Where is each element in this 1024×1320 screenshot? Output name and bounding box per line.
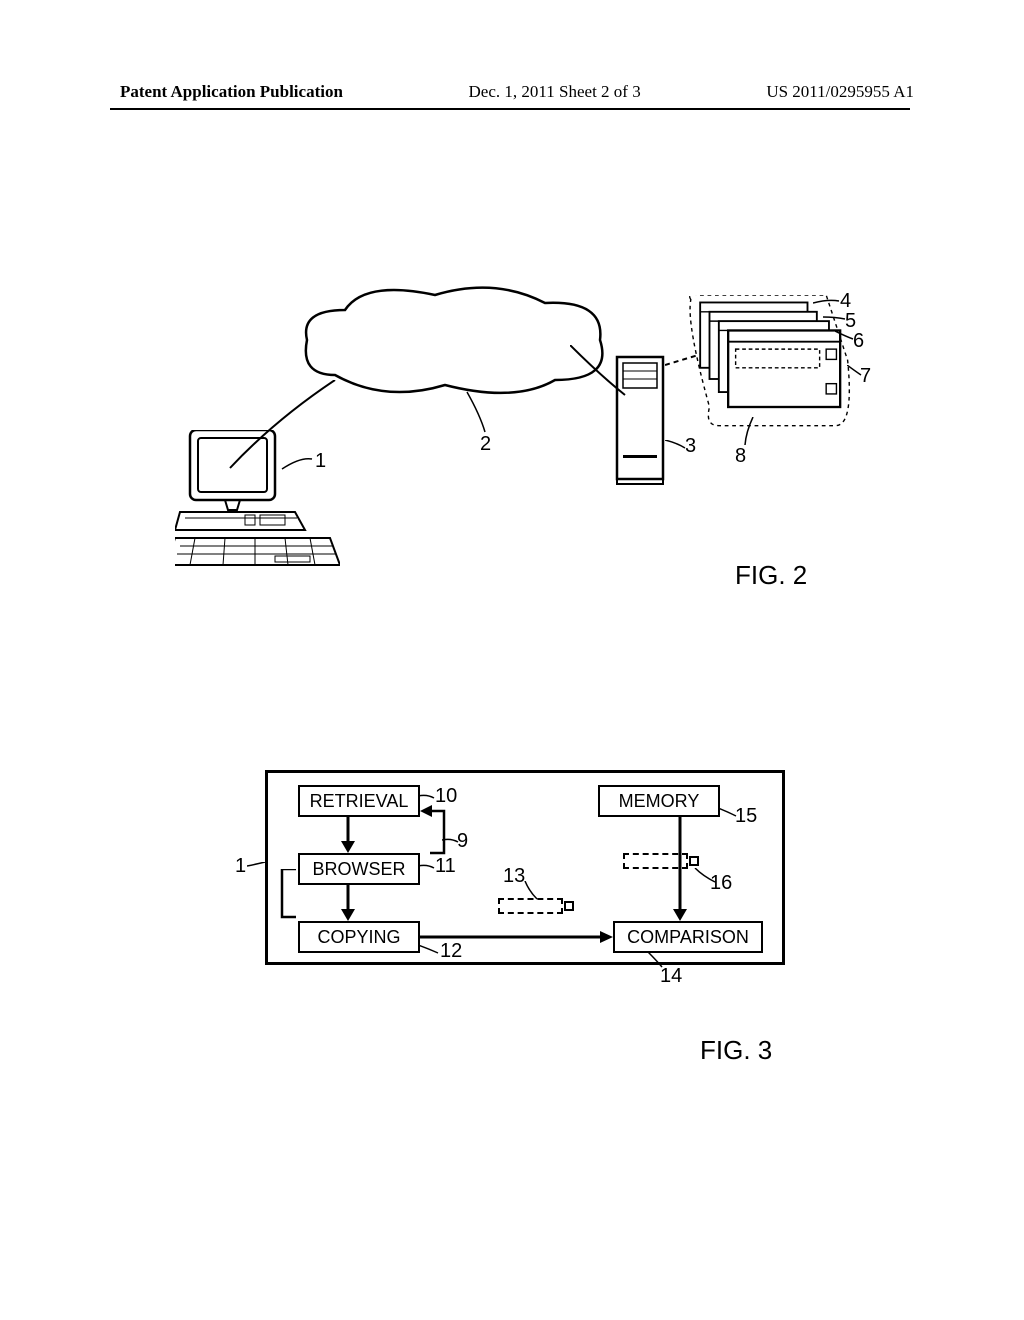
fig-2-label: FIG. 2 bbox=[735, 560, 807, 591]
ref3-1: 1 bbox=[235, 855, 246, 878]
arrow-retrieval-browser bbox=[328, 817, 368, 855]
block-browser: BROWSER bbox=[298, 853, 420, 885]
lead3-9 bbox=[442, 838, 460, 848]
lead3-15 bbox=[718, 808, 738, 820]
lead-4 bbox=[813, 299, 841, 309]
lead-3 bbox=[665, 440, 687, 452]
lead-2 bbox=[465, 390, 490, 435]
ref-2: 2 bbox=[480, 433, 491, 456]
server-icon bbox=[615, 355, 665, 485]
figure-2: 1 2 3 4 5 6 7 8 bbox=[175, 285, 875, 595]
arrow-browser-retrieval-back bbox=[420, 801, 450, 859]
ref3-11: 11 bbox=[435, 855, 456, 878]
lead-7 bbox=[847, 365, 863, 377]
page-header: Patent Application Publication Dec. 1, 2… bbox=[0, 82, 1024, 102]
figure-3: RETRIEVAL BROWSER COPYING MEMORY COMPARI… bbox=[235, 770, 795, 990]
block-memory: MEMORY bbox=[598, 785, 720, 817]
header-left: Patent Application Publication bbox=[120, 82, 343, 102]
lead-5 bbox=[823, 315, 847, 325]
lead3-11 bbox=[418, 864, 436, 874]
ref3-16: 16 bbox=[710, 872, 732, 895]
header-right: US 2011/0295955 A1 bbox=[766, 82, 914, 102]
fig-3-label: FIG. 3 bbox=[700, 1035, 772, 1066]
ref3-12: 12 bbox=[440, 940, 462, 963]
ref3-13: 13 bbox=[503, 865, 525, 888]
lead-1 bbox=[280, 457, 315, 472]
small-square-13 bbox=[564, 901, 574, 911]
ref3-15: 15 bbox=[735, 805, 757, 828]
lead3-12 bbox=[418, 945, 440, 957]
lead3-14 bbox=[648, 952, 666, 970]
dashed-box-16 bbox=[623, 853, 688, 869]
arrow-browser-copying bbox=[328, 885, 368, 923]
lead3-1 bbox=[247, 862, 267, 872]
small-square-16 bbox=[689, 856, 699, 866]
arrow-copying-browser-back bbox=[274, 869, 304, 927]
block-retrieval: RETRIEVAL bbox=[298, 785, 420, 817]
ref-8: 8 bbox=[735, 445, 746, 468]
ref-1: 1 bbox=[315, 450, 326, 473]
block-comparison: COMPARISON bbox=[613, 921, 763, 953]
lead-8 bbox=[743, 417, 758, 447]
block-copying: COPYING bbox=[298, 921, 420, 953]
lead3-10 bbox=[418, 794, 436, 804]
lead-6 bbox=[835, 331, 855, 343]
ref3-10: 10 bbox=[435, 785, 457, 808]
lead-13 bbox=[523, 881, 543, 901]
header-divider bbox=[110, 108, 910, 110]
header-center: Dec. 1, 2011 Sheet 2 of 3 bbox=[469, 82, 641, 102]
